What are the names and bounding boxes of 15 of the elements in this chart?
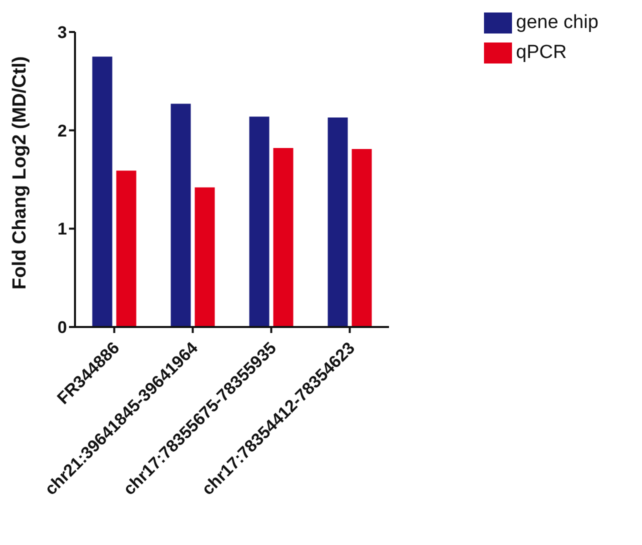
- bar: [170, 104, 191, 327]
- bar: [194, 187, 215, 327]
- bar: [273, 148, 294, 327]
- bar: [116, 170, 136, 327]
- legend-label: gene chip: [516, 12, 598, 33]
- bar: [352, 149, 372, 327]
- y-tick-label: 0: [58, 318, 67, 338]
- legend-label: qPCR: [516, 42, 567, 63]
- y-axis-title: Fold Chang Log2 (MD/Ctl): [10, 56, 31, 290]
- bar: [249, 116, 270, 327]
- bar: [328, 118, 348, 327]
- y-tick-label: 1: [58, 220, 67, 239]
- y-tick-label: 3: [58, 23, 67, 42]
- bar: [92, 56, 112, 327]
- y-tick-label: 2: [58, 121, 67, 140]
